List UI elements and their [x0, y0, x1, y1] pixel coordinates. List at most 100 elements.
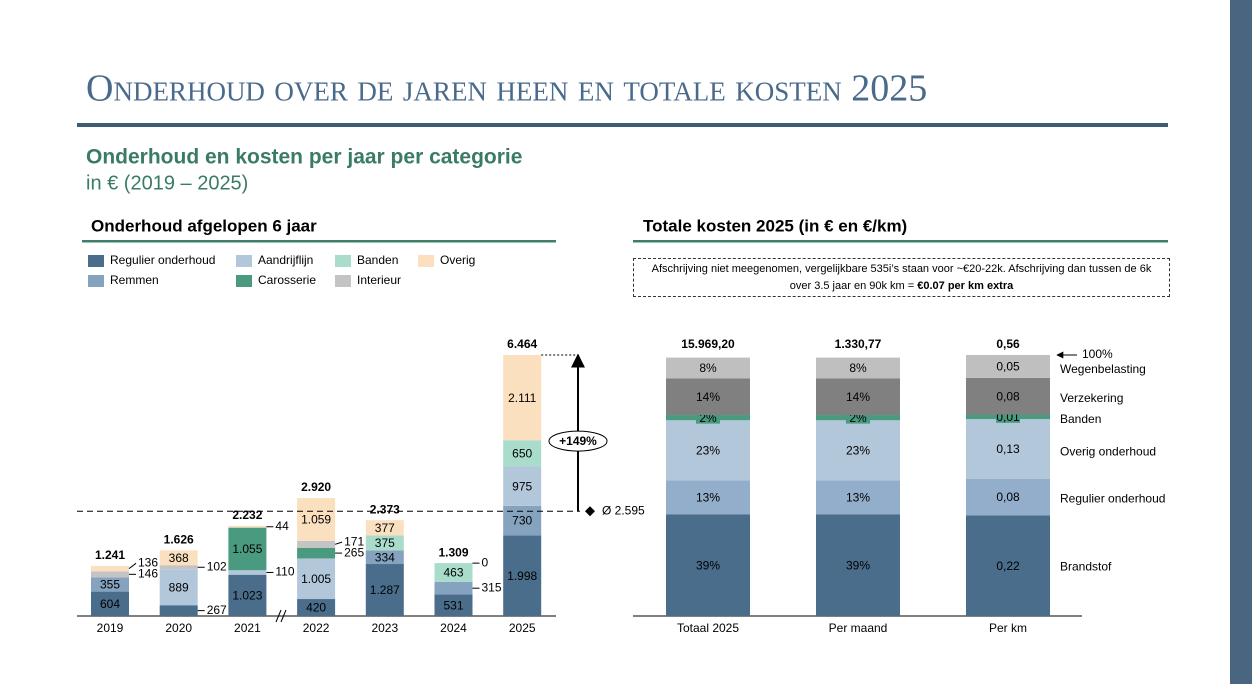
slide-title: Onderhoud over de jaren heen en totale k… — [86, 68, 927, 110]
chart-title: Onderhoud afgelopen 6 jaar — [91, 216, 317, 235]
bar-segment — [503, 535, 542, 616]
bar-segment — [228, 525, 267, 528]
series-label: Overig onderhoud — [1060, 444, 1156, 458]
average-label: Ø 2.595 — [602, 503, 645, 517]
data-label: 1.998 — [507, 569, 537, 583]
data-label: 377 — [375, 521, 395, 535]
chart-title-rule — [82, 240, 556, 243]
series-label: Banden — [1060, 412, 1101, 426]
chart-title-rule — [633, 240, 1168, 243]
bar-segment — [365, 564, 404, 616]
chart-title: Totale kosten 2025 (in € en €/km) — [643, 216, 907, 235]
data-label: 265 — [344, 545, 364, 559]
data-label: 975 — [512, 479, 532, 493]
x-tick-label: 2024 — [440, 621, 467, 635]
total-label: 0,56 — [996, 337, 1020, 351]
data-label: 531 — [443, 598, 463, 612]
total-label: 2.373 — [370, 502, 400, 516]
x-tick-label: Totaal 2025 — [677, 621, 739, 635]
bar-segment — [91, 577, 129, 592]
bar-segment — [966, 478, 1050, 516]
legend-label: Remmen — [110, 273, 159, 287]
bar-segment — [966, 355, 1050, 378]
growth-label: +149% — [559, 434, 597, 448]
x-tick-label: 2023 — [371, 621, 398, 635]
bar-segment — [816, 420, 900, 481]
data-label: 1.287 — [370, 583, 400, 597]
legend-label: Regulier onderhoud — [110, 253, 215, 267]
axis-break — [275, 609, 282, 623]
x-tick-label: 2019 — [97, 621, 124, 635]
data-label: 44 — [275, 519, 289, 533]
bar-segment — [159, 565, 198, 570]
data-label: 368 — [169, 551, 189, 565]
data-label: 0,13 — [996, 442, 1020, 456]
legend-label: Interieur — [357, 273, 401, 287]
data-label: 1.005 — [301, 572, 331, 586]
bar-segment — [966, 515, 1050, 616]
bar-segment — [434, 594, 473, 616]
bar-segment — [816, 514, 900, 616]
bar-segment — [297, 547, 336, 559]
side-bar — [1230, 0, 1252, 684]
data-label: 889 — [169, 580, 189, 594]
bar-segment — [365, 550, 404, 565]
data-label: 0,08 — [996, 389, 1020, 403]
data-label: 0,05 — [996, 360, 1020, 374]
bar-segment — [966, 377, 1050, 415]
bar-segment — [159, 550, 198, 566]
legend-swatch — [88, 255, 104, 267]
total-label: 1.626 — [164, 533, 194, 547]
bar-segment — [666, 514, 750, 616]
bar-segment — [666, 357, 750, 379]
legend-label: Overig — [440, 253, 475, 267]
data-label: 1.059 — [301, 513, 331, 527]
data-label: 102 — [207, 559, 227, 573]
bar-segment — [159, 605, 198, 616]
subtitle: Onderhoud en kosten per jaar per categor… — [86, 146, 522, 169]
data-label: 8% — [849, 361, 867, 375]
series-label: Verzekering — [1060, 391, 1123, 405]
bar-segment — [816, 357, 900, 379]
bar-segment — [434, 563, 473, 582]
subtitle-unit: in € (2019 – 2025) — [86, 172, 248, 194]
data-label: 334 — [375, 550, 395, 564]
bar-segment — [297, 558, 336, 600]
bar-segment — [434, 581, 473, 595]
bar-segment — [297, 498, 336, 541]
series-label: Regulier onderhoud — [1060, 491, 1165, 505]
legend-swatch — [236, 255, 252, 267]
bar-segment — [503, 466, 542, 506]
data-label: 650 — [512, 447, 532, 461]
data-label: 420 — [306, 601, 326, 615]
legend-swatch — [418, 255, 434, 267]
bar-segment — [91, 591, 129, 616]
note-bold: €0.07 per km extra — [917, 280, 1014, 292]
bar-segment — [91, 571, 129, 578]
data-label: 39% — [696, 558, 720, 572]
data-label: 23% — [846, 443, 870, 457]
bar-segment — [91, 565, 129, 572]
bar-segment — [816, 480, 900, 515]
legend-label: Banden — [357, 253, 398, 267]
data-label: 1.023 — [232, 589, 262, 603]
bar-segment — [966, 419, 1050, 479]
x-tick-label: Per maand — [829, 621, 888, 635]
annotation: 100% — [1082, 347, 1113, 361]
note-box: Afschrijving niet meegenomen, vergelijkb… — [633, 258, 1170, 297]
data-label: 14% — [846, 390, 870, 404]
bar-segment — [228, 570, 267, 575]
data-label: 14% — [696, 390, 720, 404]
bar-segment — [666, 420, 750, 481]
x-tick-label: Per km — [989, 621, 1027, 635]
total-label: 2.920 — [301, 480, 331, 494]
bar-segment — [816, 378, 900, 416]
data-label: 39% — [846, 558, 870, 572]
data-label: 315 — [482, 580, 502, 594]
total-label: 1.241 — [95, 548, 125, 562]
bar-segment — [666, 378, 750, 416]
data-label: 171 — [344, 534, 364, 548]
data-label: 355 — [100, 578, 120, 592]
